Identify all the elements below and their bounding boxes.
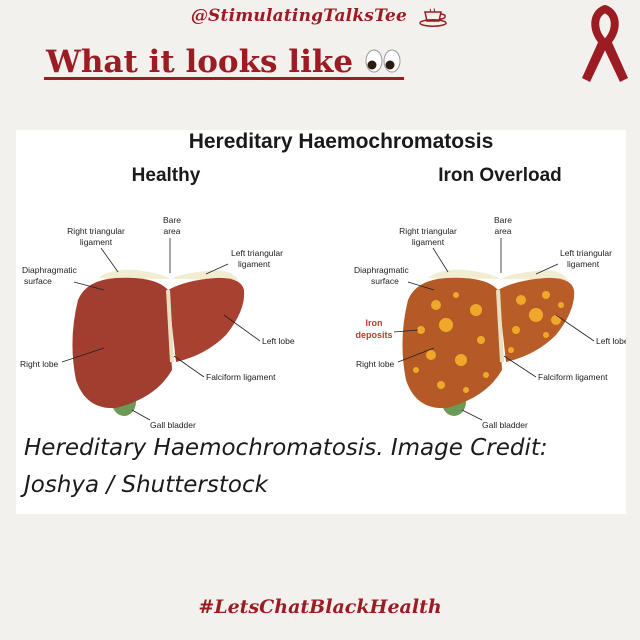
svg-text:Falciform ligament: Falciform ligament (538, 372, 608, 382)
label-right-triangular: Right triangular (67, 226, 125, 236)
healthy-labels: Right triangular ligament Bare area Left… (20, 215, 295, 430)
coffee-cup-icon (419, 7, 447, 27)
label-gall-bladder: Gall bladder (150, 420, 196, 430)
svg-text:Right triangular: Right triangular (399, 226, 457, 236)
liver-diagram: Hereditary Haemochromatosis Healthy Iron… (20, 130, 626, 430)
label-iron-deposits: Iron (366, 318, 383, 328)
awareness-ribbon-icon (582, 5, 628, 82)
svg-text:ligament: ligament (238, 259, 271, 269)
svg-text:Bare: Bare (494, 215, 512, 225)
svg-text:Diaphragmatic: Diaphragmatic (354, 265, 410, 275)
svg-text:ligament: ligament (80, 237, 113, 247)
iron-deposit-spots (413, 291, 564, 393)
section-heading: What it looks like (46, 44, 354, 80)
svg-text:surface: surface (371, 276, 399, 286)
svg-text:area: area (163, 226, 180, 236)
svg-text:ligament: ligament (567, 259, 600, 269)
svg-text:Right lobe: Right lobe (356, 359, 395, 369)
image-caption: Hereditary Haemochromatosis. Image Credi… (24, 435, 548, 498)
label-falciform: Falciform ligament (206, 372, 276, 382)
svg-text:area: area (494, 226, 511, 236)
label-bare-area: Bare (163, 215, 181, 225)
iron-overload-liver (402, 269, 575, 416)
footer-hashtag: #LetsChatBlackHealth (198, 596, 442, 618)
label-diaphragmatic: Diaphragmatic (22, 265, 78, 275)
label-left-triangular: Left triangular (231, 248, 283, 258)
account-handle-text: @StimulatingTalksTee (190, 6, 408, 26)
overload-labels: Right triangular ligament Bare area Left… (354, 215, 626, 430)
label-left-lobe: Left lobe (262, 336, 295, 346)
diagram-title: Hereditary Haemochromatosis (189, 130, 494, 153)
image-card: Hereditary Haemochromatosis Healthy Iron… (16, 130, 626, 514)
label-right-lobe: Right lobe (20, 359, 59, 369)
svg-text:surface: surface (24, 276, 52, 286)
svg-text:Gall bladder: Gall bladder (482, 420, 528, 430)
svg-text:deposits: deposits (355, 330, 392, 340)
healthy-liver (72, 269, 245, 416)
account-handle: @StimulatingTalksTee (0, 6, 640, 27)
svg-text:ligament: ligament (412, 237, 445, 247)
svg-text:Left lobe: Left lobe (596, 336, 626, 346)
svg-text:Left triangular: Left triangular (560, 248, 612, 258)
iron-overload-title: Iron Overload (438, 165, 562, 186)
healthy-title: Healthy (132, 165, 201, 186)
eyes-emoji-icon (365, 49, 401, 73)
heading-underline (44, 77, 404, 80)
